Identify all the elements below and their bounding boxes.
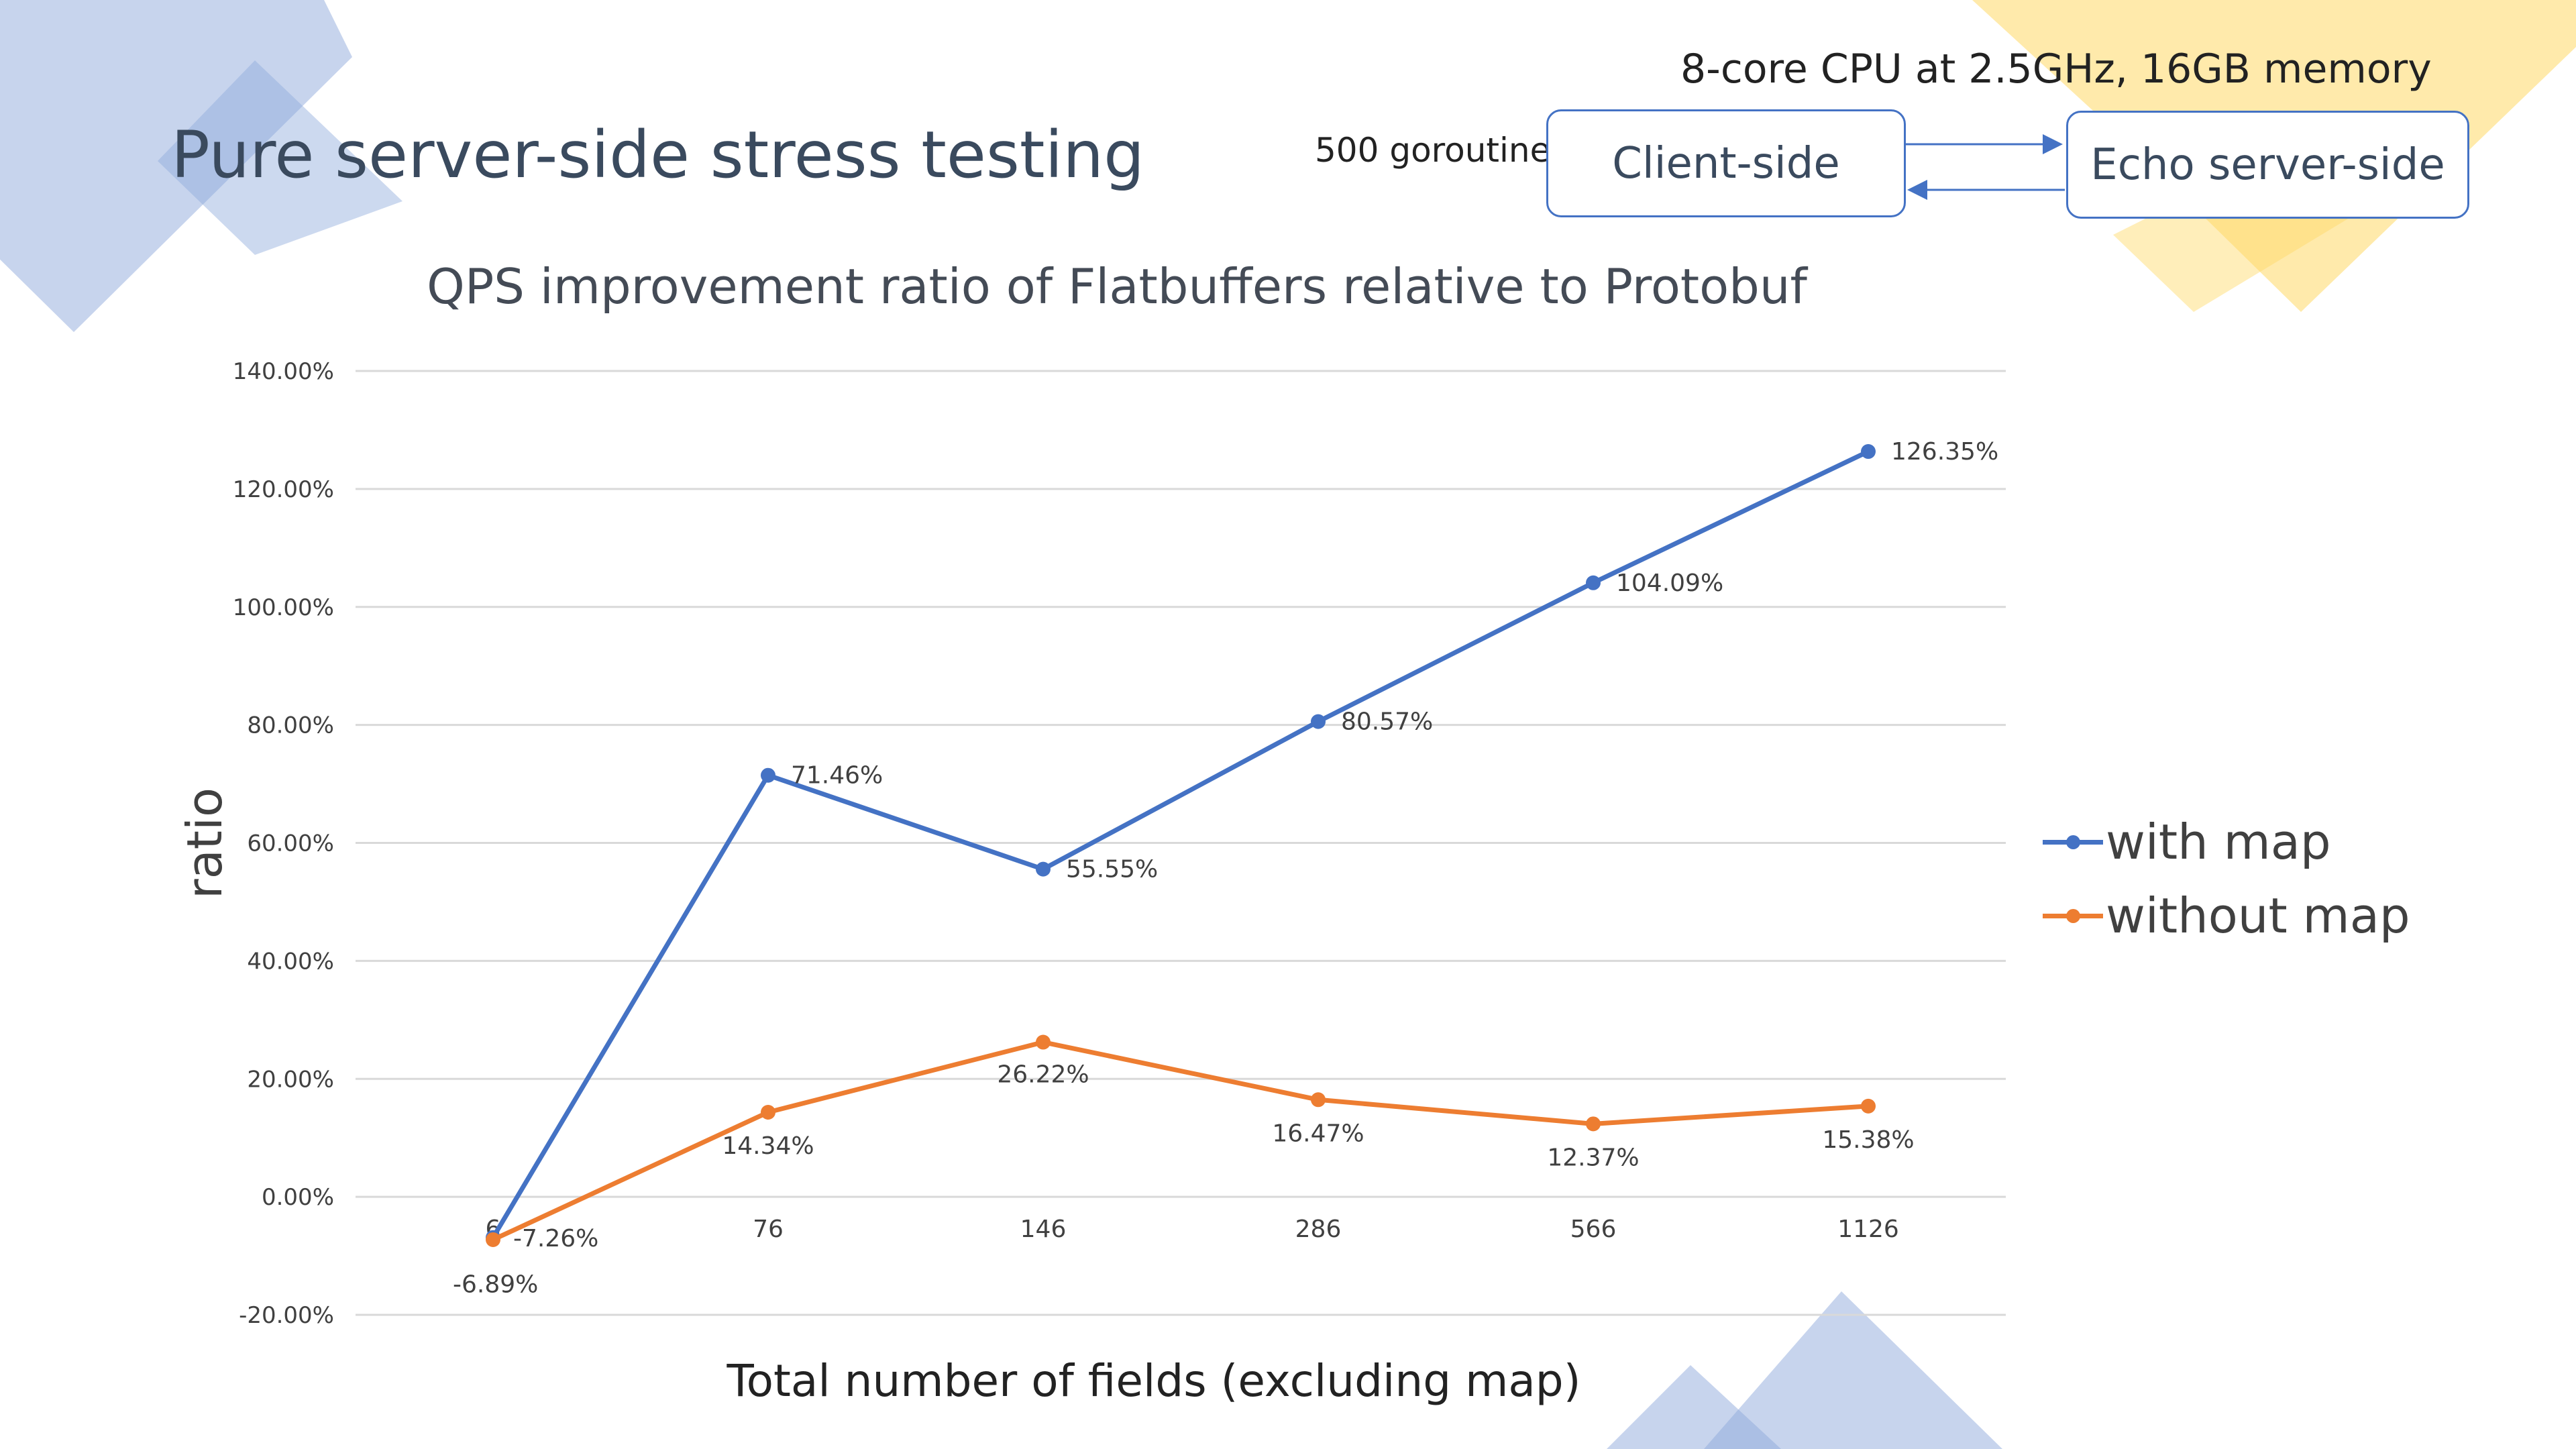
x-tick-label: 76 <box>753 1216 784 1243</box>
legend-swatch-without-map <box>2043 902 2103 929</box>
chart-legend: with map without map <box>2043 805 2410 953</box>
series-line-with-map <box>490 449 1871 1240</box>
legend-marker-without-map <box>2066 909 2080 923</box>
y-tick-label: 20.00% <box>247 1066 334 1093</box>
data-label-with-map: 71.46% <box>791 762 883 790</box>
data-label-without-map: 12.37% <box>1547 1144 1639 1171</box>
x-tick-label: 146 <box>1020 1216 1067 1243</box>
legend-item-without-map: without map <box>2043 879 2410 953</box>
y-tick-label: 80.00% <box>247 712 334 739</box>
legend-marker-with-map <box>2066 835 2080 849</box>
data-label-with-map: 55.55% <box>1066 856 1158 883</box>
y-tick-label: 100.00% <box>233 594 334 621</box>
echo-server-side-label: Echo server-side <box>2090 140 2445 190</box>
data-point-with-map <box>1036 861 1051 877</box>
y-tick-label: 60.00% <box>247 830 334 857</box>
data-label-without-map: 14.34% <box>722 1132 814 1160</box>
y-tick-label: 120.00% <box>233 476 334 503</box>
data-label-without-map: 26.22% <box>997 1061 1089 1089</box>
data-label-with-map: 80.57% <box>1341 708 1433 736</box>
data-label-without-map: -7.26% <box>513 1225 598 1252</box>
x-tick-label: 566 <box>1570 1216 1617 1243</box>
legend-label-without-map: without map <box>2106 888 2410 944</box>
data-label-with-map: -6.89% <box>453 1271 538 1299</box>
data-point-without-map <box>1311 1092 1326 1108</box>
x-axis-label: Total number of fields (excluding map) <box>727 1355 1581 1407</box>
data-label-without-map: 16.47% <box>1272 1120 1364 1147</box>
data-point-without-map <box>1586 1116 1601 1132</box>
data-point-without-map <box>486 1232 500 1247</box>
y-tick-label: -20.00% <box>239 1302 334 1329</box>
data-point-without-map <box>1861 1098 1876 1114</box>
data-point-with-map <box>1311 714 1326 729</box>
goroutine-label: 500 goroutine <box>1315 131 1551 170</box>
client-side-box: Client-side <box>1546 109 1906 217</box>
decor-blue-diamond-large <box>0 0 352 332</box>
data-point-without-map <box>1036 1034 1051 1050</box>
data-label-with-map: 104.09% <box>1616 570 1723 597</box>
decor-blue-diamond-bottom-small <box>1607 1365 1781 1449</box>
request-response-arrows <box>1905 134 2065 200</box>
legend-label-with-map: with map <box>2106 814 2331 870</box>
data-point-with-map <box>1586 575 1601 590</box>
slide-title: Pure server-side stress testing <box>171 117 1145 193</box>
chart-title: QPS improvement ratio of Flatbuffers rel… <box>427 258 1807 315</box>
data-label-without-map: 15.38% <box>1822 1126 1914 1154</box>
y-tick-label: 0.00% <box>262 1184 334 1211</box>
data-point-with-map <box>761 767 775 783</box>
legend-item-with-map: with map <box>2043 805 2410 879</box>
decor-blue-diamond-small <box>158 60 402 255</box>
y-tick-label: 40.00% <box>247 948 334 975</box>
x-tick-label: 286 <box>1295 1216 1342 1243</box>
data-point-with-map <box>1861 444 1876 460</box>
echo-server-side-box: Echo server-side <box>2066 111 2469 219</box>
legend-swatch-with-map <box>2043 828 2103 855</box>
decor-blue-diamond-bottom-large <box>1704 1291 2002 1449</box>
client-side-label: Client-side <box>1612 138 1840 189</box>
data-label-with-map: 126.35% <box>1891 438 1998 466</box>
x-tick-label: 1126 <box>1837 1216 1899 1243</box>
hardware-spec-label: 8-core CPU at 2.5GHz, 16GB memory <box>1680 46 2432 93</box>
decor-yellow-diamond-small <box>2113 195 2388 312</box>
series-line-without-map <box>490 1040 1871 1242</box>
y-tick-label: 140.00% <box>233 358 334 385</box>
data-point-without-map <box>761 1105 775 1120</box>
